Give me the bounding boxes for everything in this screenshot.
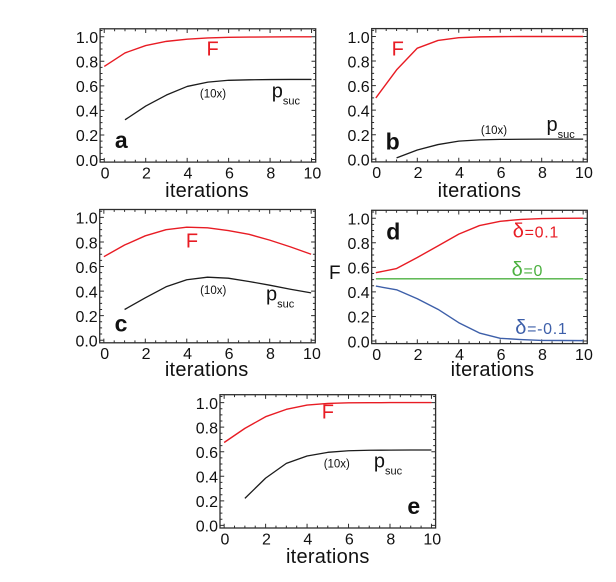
svg-text:0.6: 0.6 bbox=[76, 79, 98, 96]
svg-text:6: 6 bbox=[345, 531, 354, 548]
svg-text:1.0: 1.0 bbox=[347, 212, 369, 229]
svg-text:0.4: 0.4 bbox=[347, 103, 369, 120]
svg-text:0.0: 0.0 bbox=[347, 334, 369, 351]
svg-text:0.4: 0.4 bbox=[76, 104, 98, 121]
svg-text:0: 0 bbox=[372, 165, 381, 182]
svg-text:e: e bbox=[407, 493, 420, 519]
svg-text:(10x): (10x) bbox=[324, 459, 350, 471]
svg-text:4: 4 bbox=[455, 165, 464, 182]
svg-text:c: c bbox=[115, 311, 128, 337]
svg-text:10: 10 bbox=[303, 346, 321, 363]
svg-text:0.8: 0.8 bbox=[347, 236, 369, 253]
svg-text:8: 8 bbox=[266, 346, 275, 363]
svg-text:8: 8 bbox=[266, 165, 275, 182]
svg-text:0.2: 0.2 bbox=[347, 128, 369, 145]
svg-text:(10x): (10x) bbox=[481, 125, 507, 137]
svg-text:iterations: iterations bbox=[451, 359, 535, 381]
svg-text:(10x): (10x) bbox=[200, 285, 226, 297]
svg-text:0.6: 0.6 bbox=[347, 261, 369, 278]
svg-text:4: 4 bbox=[303, 531, 312, 548]
svg-text:0.4: 0.4 bbox=[75, 284, 97, 301]
svg-text:0.2: 0.2 bbox=[196, 494, 218, 511]
svg-text:0.0: 0.0 bbox=[347, 153, 369, 170]
svg-text:iterations: iterations bbox=[165, 359, 249, 381]
svg-text:iterations: iterations bbox=[165, 180, 249, 202]
svg-text:6: 6 bbox=[497, 347, 506, 364]
svg-text:8: 8 bbox=[538, 165, 547, 182]
svg-text:iterations: iterations bbox=[438, 180, 522, 202]
svg-text:0.6: 0.6 bbox=[196, 445, 218, 462]
svg-text:0.8: 0.8 bbox=[75, 235, 97, 252]
svg-text:2: 2 bbox=[414, 347, 423, 364]
svg-text:8: 8 bbox=[538, 347, 547, 364]
svg-text:2: 2 bbox=[142, 346, 151, 363]
svg-text:6: 6 bbox=[225, 346, 234, 363]
svg-text:0: 0 bbox=[101, 165, 110, 182]
svg-text:10: 10 bbox=[303, 165, 321, 182]
svg-text:2: 2 bbox=[262, 531, 271, 548]
svg-text:0.8: 0.8 bbox=[347, 54, 369, 71]
svg-text:δ=0: δ=0 bbox=[512, 259, 544, 281]
svg-text:1.0: 1.0 bbox=[75, 211, 97, 228]
svg-text:0.2: 0.2 bbox=[347, 310, 369, 327]
svg-text:10: 10 bbox=[575, 347, 593, 364]
svg-text:4: 4 bbox=[184, 165, 193, 182]
svg-text:4: 4 bbox=[183, 346, 192, 363]
svg-text:0.6: 0.6 bbox=[75, 260, 97, 277]
svg-text:0.0: 0.0 bbox=[75, 334, 97, 351]
svg-text:δ=-0.1: δ=-0.1 bbox=[515, 317, 567, 339]
svg-text:b: b bbox=[386, 128, 400, 154]
svg-text:1.0: 1.0 bbox=[76, 30, 98, 47]
svg-text:0.8: 0.8 bbox=[76, 55, 98, 72]
svg-text:0.2: 0.2 bbox=[75, 309, 97, 326]
svg-text:F: F bbox=[186, 231, 198, 253]
svg-text:0: 0 bbox=[100, 346, 109, 363]
svg-text:8: 8 bbox=[386, 531, 395, 548]
svg-text:2: 2 bbox=[142, 165, 151, 182]
svg-text:F: F bbox=[329, 263, 341, 284]
svg-text:2: 2 bbox=[414, 165, 423, 182]
svg-text:0.8: 0.8 bbox=[196, 420, 218, 437]
svg-text:0: 0 bbox=[372, 347, 381, 364]
svg-text:6: 6 bbox=[225, 165, 234, 182]
svg-text:1.0: 1.0 bbox=[347, 30, 369, 47]
svg-text:0.2: 0.2 bbox=[76, 128, 98, 145]
svg-text:δ=0.1: δ=0.1 bbox=[513, 221, 559, 243]
svg-text:a: a bbox=[115, 127, 128, 153]
svg-text:(10x): (10x) bbox=[200, 89, 226, 101]
svg-text:F: F bbox=[392, 39, 404, 61]
svg-text:0.4: 0.4 bbox=[347, 285, 369, 302]
svg-text:0.0: 0.0 bbox=[196, 519, 218, 536]
svg-text:iterations: iterations bbox=[286, 546, 370, 568]
svg-text:0.4: 0.4 bbox=[196, 470, 218, 487]
svg-text:0.0: 0.0 bbox=[76, 153, 98, 170]
svg-text:4: 4 bbox=[455, 347, 464, 364]
svg-text:d: d bbox=[386, 218, 400, 244]
svg-text:10: 10 bbox=[575, 165, 593, 182]
svg-text:0: 0 bbox=[220, 531, 229, 548]
svg-text:F: F bbox=[322, 402, 334, 424]
svg-text:6: 6 bbox=[497, 165, 506, 182]
svg-text:1.0: 1.0 bbox=[196, 396, 218, 413]
svg-text:0.6: 0.6 bbox=[347, 79, 369, 96]
svg-text:10: 10 bbox=[423, 531, 441, 548]
svg-text:F: F bbox=[207, 38, 219, 60]
